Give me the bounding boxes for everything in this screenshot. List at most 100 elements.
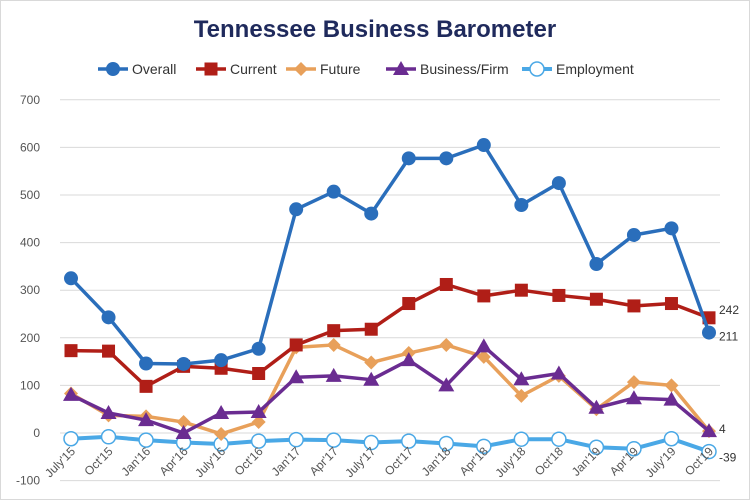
data-point (63, 430, 79, 447)
data-label: 242 (719, 303, 739, 317)
data-point (288, 369, 305, 384)
x-tick-label: Oct'16 (232, 444, 266, 478)
legend-marker (393, 61, 409, 75)
data-point (213, 405, 230, 420)
data-point (64, 344, 78, 358)
data-point (251, 415, 266, 430)
x-tick-label: Oct'15 (81, 444, 115, 478)
x-tick-label: July'19 (643, 444, 679, 480)
data-point (438, 377, 455, 392)
x-tick-label: Oct'17 (382, 444, 416, 478)
data-point (476, 138, 491, 153)
data-point (588, 439, 605, 456)
data-point (288, 431, 304, 448)
legend-item: Future (286, 61, 361, 77)
data-point (138, 412, 155, 427)
legend-marker (204, 62, 218, 76)
x-tick-label: Apr'17 (307, 444, 341, 478)
data-point (63, 386, 79, 401)
data-point (101, 310, 116, 325)
data-point (439, 277, 453, 291)
data-point (626, 227, 641, 242)
data-point (664, 378, 679, 393)
data-point (252, 367, 266, 380)
x-tick-label: July'17 (342, 444, 378, 480)
data-point (325, 367, 342, 382)
data-point (364, 322, 378, 336)
data-point (627, 299, 641, 313)
y-tick-label: -100 (16, 474, 40, 488)
data-point (289, 202, 304, 217)
data-point (588, 399, 605, 414)
x-tick-label: July'15 (42, 444, 78, 480)
x-tick-label: Jan'18 (419, 444, 454, 479)
data-label: 211 (719, 330, 738, 344)
data-point (475, 338, 492, 353)
data-point (289, 338, 303, 352)
data-point (550, 365, 567, 380)
data-point (401, 151, 416, 166)
legend-item: Current (196, 61, 277, 77)
y-tick-label: 600 (20, 140, 40, 154)
data-point (552, 288, 566, 302)
data-point (514, 388, 529, 403)
data-point (139, 356, 154, 371)
data-point (476, 438, 492, 455)
y-tick-label: 400 (20, 236, 40, 250)
legend-item: Business/Firm (386, 61, 509, 77)
legend-marker (529, 61, 545, 77)
series-line (70, 343, 711, 436)
data-point (251, 341, 266, 356)
legend-marker (294, 62, 308, 76)
data-point (176, 356, 191, 371)
data-point (176, 415, 191, 430)
legend-item: Overall (98, 61, 176, 77)
data-point (402, 297, 416, 311)
legend-item: Employment (522, 61, 634, 77)
data-point (702, 325, 716, 340)
data-point (326, 184, 341, 199)
series-overall: 211 (64, 138, 738, 371)
data-point (250, 433, 267, 449)
data-point (701, 443, 717, 460)
data-point (625, 390, 642, 405)
legend-label: Business/Firm (420, 61, 509, 77)
data-point (663, 391, 680, 406)
legend-label: Overall (132, 61, 176, 77)
data-point (363, 371, 380, 386)
data-point (364, 206, 379, 221)
legend-marker (106, 62, 120, 76)
data-point (513, 431, 530, 447)
data-label: 4 (719, 422, 726, 436)
data-point (439, 151, 454, 166)
data-point (214, 426, 229, 441)
data-point (701, 423, 717, 438)
data-point (513, 371, 530, 386)
series-current: 242 (64, 277, 739, 393)
series-employment: -39 (63, 429, 737, 465)
y-tick-label: 500 (20, 188, 40, 202)
y-tick-label: 0 (33, 426, 40, 440)
data-point (477, 289, 491, 303)
data-point (589, 292, 603, 306)
data-point (514, 283, 528, 297)
series-business-firm: 4 (63, 338, 726, 439)
data-point (175, 425, 192, 439)
data-point (438, 435, 455, 452)
series-line (70, 344, 711, 435)
data-point (363, 434, 379, 451)
data-point (100, 405, 117, 420)
data-point (626, 375, 641, 390)
data-point (589, 257, 604, 272)
x-tick-label: Oct'18 (532, 444, 566, 478)
x-tick-label: Jan'19 (569, 444, 604, 479)
data-point (139, 379, 153, 393)
data-point (214, 353, 229, 368)
data-point (551, 431, 567, 447)
chart-title: Tennessee Business Barometer (194, 16, 556, 43)
data-point (476, 349, 491, 364)
data-point (401, 433, 417, 449)
x-tick-label: Jan'17 (269, 444, 304, 479)
x-tick-label: July'16 (192, 444, 228, 480)
